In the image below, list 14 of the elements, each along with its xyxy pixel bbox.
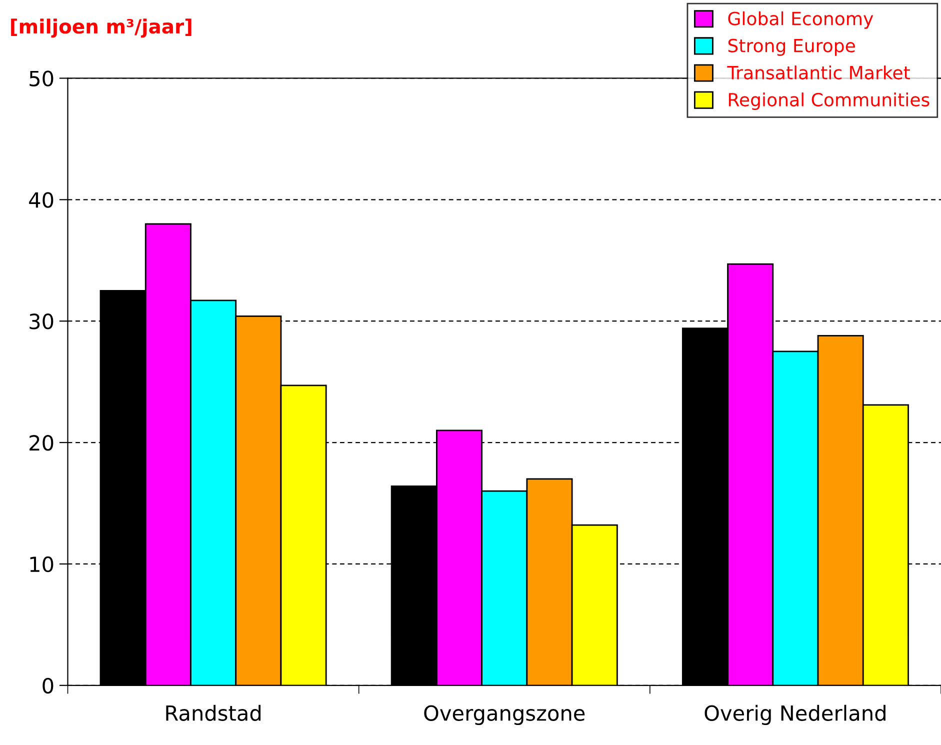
x-tick-label: Overig Nederland [704,704,886,726]
y-tick-label: 50 [30,70,54,86]
x-tick-label: Randstad [166,704,261,721]
legend-label: Strong Europe [728,38,855,56]
legend-label: Global Economy [728,11,874,29]
y-tick-label: 40 [29,192,54,208]
y-axis-title: [miljoen m³/jaar] [11,18,192,38]
x-tick-label: Overgangszone [424,705,585,726]
y-tick-label: 0 [42,678,54,694]
y-tick-label: 20 [30,434,54,451]
legend-label: Regional Communities [728,92,930,110]
y-tick-label: 30 [30,314,54,330]
y-tick-label: 10 [30,556,54,572]
legend-label: Transatlantic Market [727,65,910,80]
